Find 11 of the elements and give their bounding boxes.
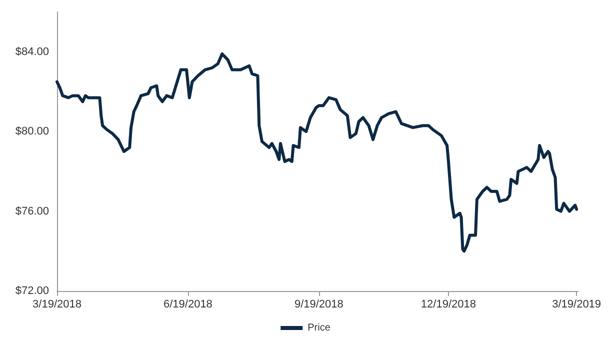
- y-tick-label: $76.00: [15, 205, 49, 218]
- x-tick-label: 12/19/2018: [420, 298, 476, 310]
- y-tick-label: $72.00: [15, 285, 49, 297]
- x-tick-label: 6/19/2018: [163, 298, 212, 310]
- x-tick-label: 9/19/2018: [294, 298, 344, 310]
- line-series: [56, 52, 578, 253]
- x-tick-label: 3/19/2018: [32, 298, 82, 310]
- x-tick-label: 3/19/2019: [552, 298, 602, 310]
- y-tick-label: $84.00: [15, 46, 49, 58]
- legend-label: Price: [308, 322, 331, 334]
- y-tick-label: $80.00: [15, 126, 49, 138]
